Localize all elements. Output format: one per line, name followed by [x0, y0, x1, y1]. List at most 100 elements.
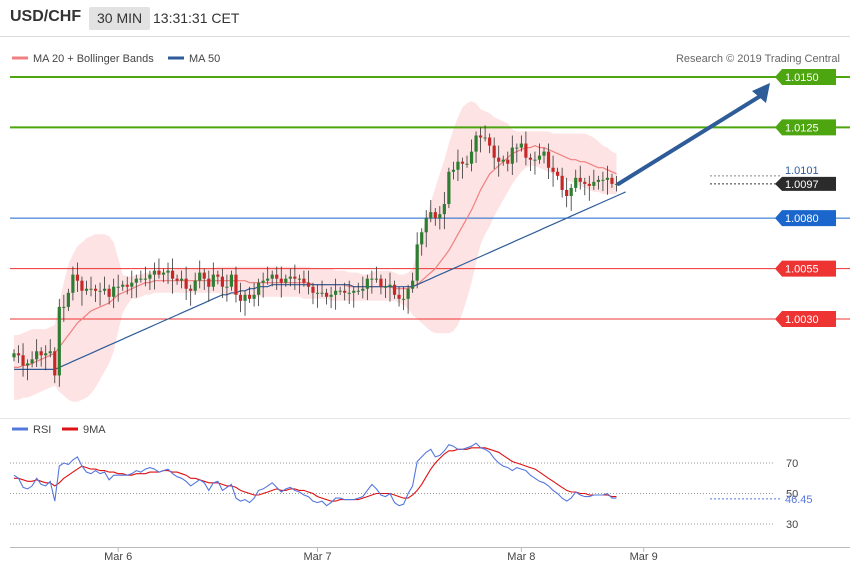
- candle: [139, 270, 143, 283]
- candle: [324, 288, 329, 305]
- candle-body: [560, 175, 564, 190]
- timeframe-badge[interactable]: 30 MIN: [89, 7, 151, 30]
- candle: [71, 266, 75, 301]
- candle-body: [125, 284, 129, 287]
- candle-body: [488, 137, 492, 146]
- candle: [610, 173, 614, 188]
- candlestick-layer: [12, 125, 619, 387]
- candle-body: [392, 284, 397, 295]
- candle: [365, 274, 369, 301]
- candle-body: [596, 179, 600, 182]
- candle-body: [35, 351, 39, 360]
- candle: [134, 274, 138, 298]
- candle: [533, 151, 537, 175]
- candle-body: [610, 177, 614, 184]
- candle-body: [293, 276, 297, 279]
- candle: [451, 161, 456, 180]
- level-tag-1: [775, 119, 836, 136]
- rsi-grid-layer: [10, 462, 775, 525]
- bollinger-band-layer: [14, 101, 617, 402]
- rsi-tick-0: 70: [786, 458, 798, 470]
- candle: [524, 131, 528, 166]
- candle-body: [528, 157, 533, 160]
- candle-body: [98, 290, 102, 292]
- candle-body: [583, 181, 587, 184]
- candle: [297, 274, 301, 294]
- candle: [361, 276, 365, 299]
- candle-body: [424, 218, 428, 233]
- moving-average-layer: [14, 144, 626, 370]
- candle-body: [193, 280, 197, 291]
- candle-body: [510, 147, 514, 164]
- candle: [247, 286, 252, 303]
- forecast-arrow-shaft: [616, 93, 764, 186]
- x-tick-label-3: Mar 9: [630, 551, 658, 563]
- candle: [401, 286, 406, 311]
- candle-body: [533, 159, 537, 161]
- candle: [166, 262, 170, 284]
- candle: [66, 288, 70, 311]
- candle-body: [415, 244, 419, 281]
- candle: [551, 155, 555, 187]
- candle-body: [89, 288, 93, 290]
- rsi-9ma-line: [14, 447, 617, 502]
- legend-ma20-label: MA 20 + Bollinger Bands: [33, 53, 154, 65]
- candle: [25, 359, 30, 381]
- last-price-label: 1.0097: [785, 179, 819, 191]
- candle-body: [116, 286, 120, 288]
- candle: [184, 266, 188, 301]
- candle-body: [311, 286, 315, 293]
- candle: [614, 175, 619, 192]
- candle: [143, 266, 147, 287]
- candle: [537, 143, 542, 164]
- candle: [35, 339, 39, 367]
- rsi-tick-2: 30: [786, 519, 798, 531]
- candle-body: [356, 290, 360, 292]
- candle: [352, 286, 356, 308]
- candle: [334, 278, 338, 310]
- bollinger-band-fill: [14, 101, 617, 402]
- candle-body: [411, 280, 415, 289]
- rsi-line: [13, 442, 617, 507]
- x-tick-label-1: Mar 7: [303, 551, 331, 563]
- x-axis-ticks: Mar 6 Mar 7 Mar 8 Mar 9: [104, 547, 658, 563]
- candle-body: [551, 167, 555, 172]
- candle-body: [524, 143, 528, 158]
- candle: [261, 272, 265, 298]
- ma50-line: [14, 191, 626, 370]
- candle-body: [189, 288, 193, 291]
- candle-body: [388, 284, 392, 287]
- candle: [302, 270, 306, 287]
- candle: [198, 260, 202, 289]
- candle-body: [406, 288, 410, 299]
- candle: [12, 349, 16, 362]
- level-tag-3: [775, 260, 836, 277]
- candle-body: [107, 288, 111, 297]
- candle: [565, 177, 569, 208]
- candle-body: [565, 189, 569, 196]
- candle: [460, 157, 465, 179]
- candle-body: [75, 274, 80, 281]
- candle-body: [456, 161, 460, 170]
- candle: [506, 151, 510, 172]
- legend-ma50-label: MA 50: [189, 53, 220, 65]
- candle: [161, 268, 166, 283]
- candle-body: [501, 159, 505, 162]
- candle: [107, 284, 111, 305]
- timestamp: 13:31:31 CET: [153, 10, 240, 26]
- candle-body: [139, 278, 143, 280]
- candle: [433, 208, 437, 226]
- candle-body: [12, 353, 16, 358]
- candle: [388, 272, 392, 302]
- level-label-0: 1.0150: [785, 72, 819, 84]
- candle-body: [130, 282, 134, 287]
- candle: [587, 175, 591, 201]
- candle: [98, 282, 102, 306]
- candle-body: [574, 177, 578, 188]
- candle-body: [93, 288, 98, 291]
- candle-body: [152, 270, 157, 275]
- candle-body: [329, 294, 333, 297]
- candle: [57, 298, 61, 387]
- candle-body: [374, 278, 378, 280]
- candle: [320, 280, 324, 297]
